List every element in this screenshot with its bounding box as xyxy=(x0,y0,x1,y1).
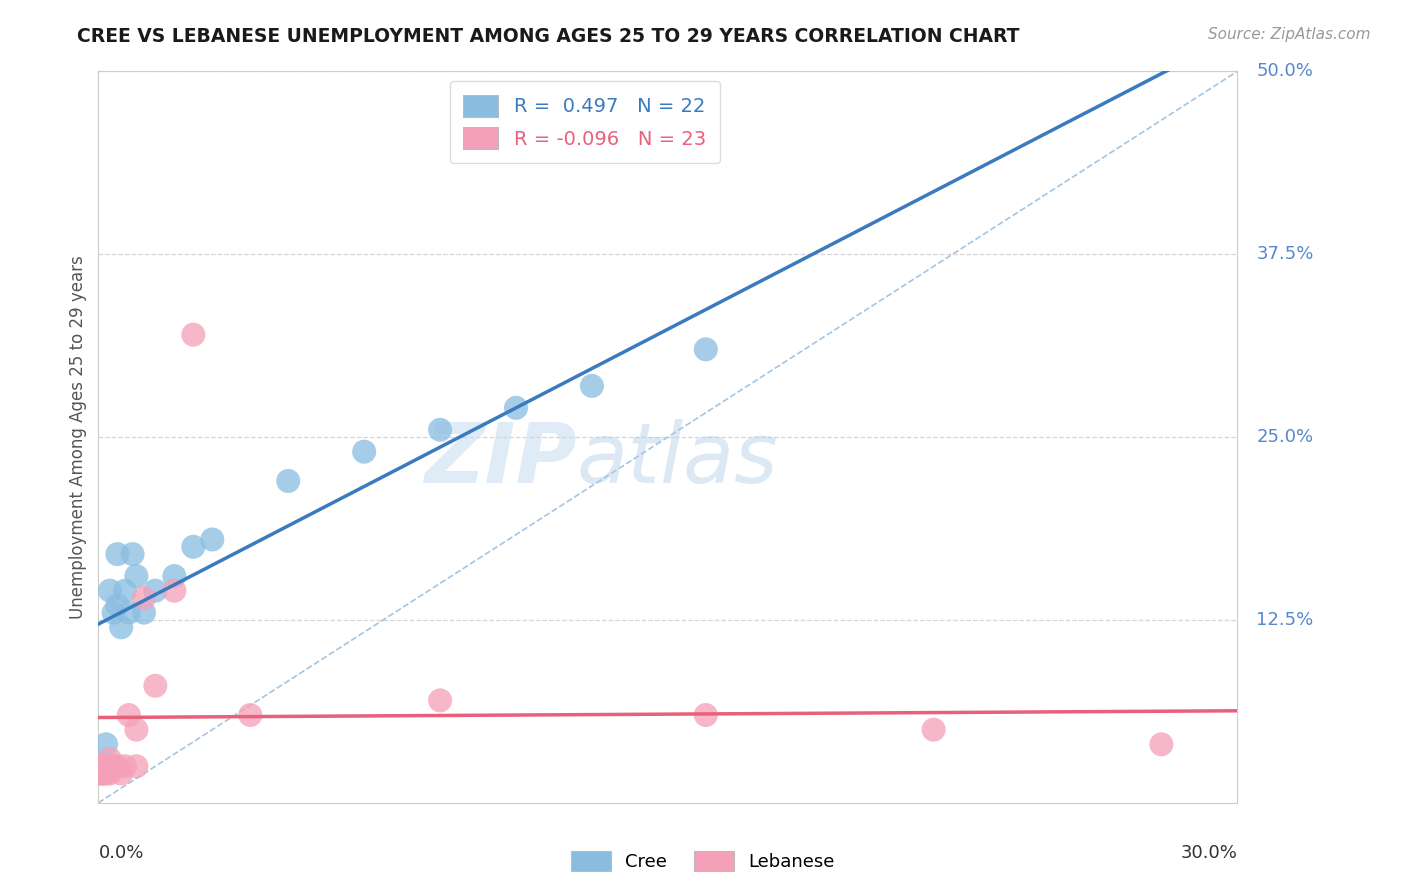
Point xyxy=(114,759,136,773)
Point xyxy=(695,708,717,723)
Point xyxy=(145,679,167,693)
Point xyxy=(94,737,117,751)
Point xyxy=(1150,737,1173,751)
Point xyxy=(695,343,717,357)
Point xyxy=(103,759,125,773)
Text: Source: ZipAtlas.com: Source: ZipAtlas.com xyxy=(1208,27,1371,42)
Text: 37.5%: 37.5% xyxy=(1257,245,1313,263)
Point xyxy=(91,766,114,780)
Text: 30.0%: 30.0% xyxy=(1181,844,1237,862)
Point xyxy=(110,620,132,634)
Point xyxy=(94,766,117,780)
Point xyxy=(145,583,167,598)
Point xyxy=(163,583,186,598)
Text: atlas: atlas xyxy=(576,418,779,500)
Point xyxy=(429,693,451,707)
Point xyxy=(201,533,224,547)
Text: 50.0%: 50.0% xyxy=(1257,62,1313,80)
Point xyxy=(110,766,132,780)
Point xyxy=(107,547,129,561)
Point xyxy=(183,540,205,554)
Point xyxy=(118,606,141,620)
Point xyxy=(922,723,945,737)
Point xyxy=(505,401,527,415)
Point xyxy=(107,599,129,613)
Point xyxy=(91,766,114,780)
Point xyxy=(114,583,136,598)
Text: 0.0%: 0.0% xyxy=(98,844,143,862)
Point xyxy=(107,759,129,773)
Point xyxy=(277,474,299,488)
Text: 25.0%: 25.0% xyxy=(1257,428,1313,446)
Point xyxy=(87,766,110,780)
Point xyxy=(125,723,148,737)
Point xyxy=(163,569,186,583)
Point xyxy=(239,708,262,723)
Point xyxy=(132,606,155,620)
Text: CREE VS LEBANESE UNEMPLOYMENT AMONG AGES 25 TO 29 YEARS CORRELATION CHART: CREE VS LEBANESE UNEMPLOYMENT AMONG AGES… xyxy=(77,27,1019,45)
Legend: Cree, Lebanese: Cree, Lebanese xyxy=(564,844,842,879)
Text: ZIP: ZIP xyxy=(425,418,576,500)
Point xyxy=(581,379,603,393)
Point xyxy=(118,708,141,723)
Point xyxy=(103,606,125,620)
Point xyxy=(91,759,114,773)
Point xyxy=(87,759,110,773)
Point xyxy=(353,444,375,458)
Point xyxy=(183,327,205,342)
Point xyxy=(98,766,121,780)
Point xyxy=(429,423,451,437)
Point xyxy=(98,583,121,598)
Legend: R =  0.497   N = 22, R = -0.096   N = 23: R = 0.497 N = 22, R = -0.096 N = 23 xyxy=(450,81,720,163)
Text: 12.5%: 12.5% xyxy=(1257,611,1313,629)
Point xyxy=(121,547,143,561)
Point xyxy=(125,759,148,773)
Y-axis label: Unemployment Among Ages 25 to 29 years: Unemployment Among Ages 25 to 29 years xyxy=(69,255,87,619)
Point xyxy=(125,569,148,583)
Point xyxy=(132,591,155,605)
Point xyxy=(98,752,121,766)
